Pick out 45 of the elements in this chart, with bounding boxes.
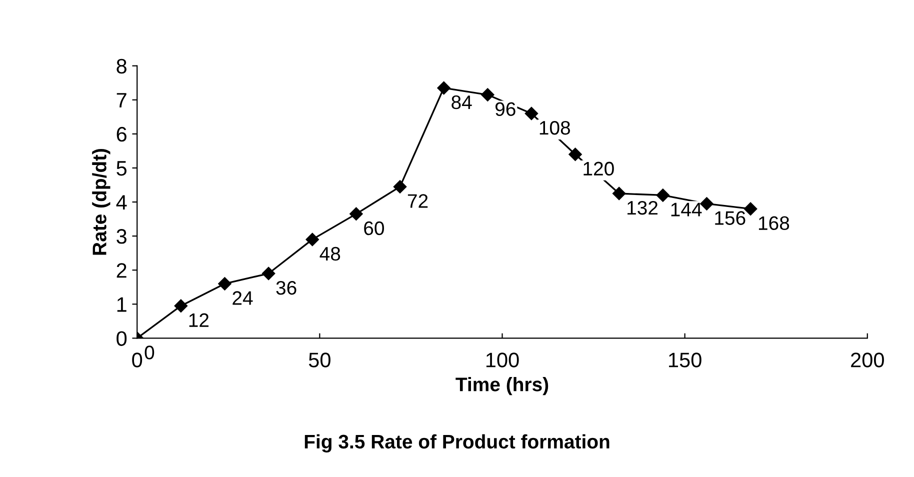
- point: [700, 197, 714, 210]
- y-tick-label: 4: [116, 195, 127, 210]
- annotation: 72: [408, 194, 428, 208]
- annotation: 168: [758, 216, 790, 230]
- x-tick-label: 150: [669, 352, 702, 368]
- annotation: 24: [232, 291, 253, 305]
- x-tick-label: 100: [486, 352, 519, 368]
- x-tick-label: 200: [851, 352, 884, 368]
- y-tick-label: 0: [116, 331, 127, 346]
- y-tick-label: 7: [116, 93, 126, 108]
- annotation: 36: [276, 280, 296, 295]
- y-axis-title: Rate (dp/dt): [92, 148, 110, 255]
- y-tick-label: 6: [116, 126, 126, 142]
- y-tick-label: 1: [117, 297, 126, 312]
- y-tick-label: 2: [116, 263, 126, 278]
- point: [612, 186, 626, 200]
- x-tick-label: 0: [132, 352, 142, 368]
- text: Fig 3.5 Rate of Product formation: [304, 434, 610, 452]
- annotation: 156: [715, 211, 746, 225]
- annotation: 12: [189, 313, 209, 327]
- point: [306, 232, 319, 246]
- point: [568, 148, 582, 161]
- point: [656, 188, 670, 202]
- point: [437, 81, 450, 95]
- y-tick-label: 8: [116, 58, 126, 74]
- annotation: 48: [320, 246, 340, 261]
- point: [262, 266, 276, 280]
- annotation: 84: [452, 95, 472, 110]
- y-tick-label: 5: [116, 161, 127, 176]
- x-tick-label: 50: [308, 352, 330, 368]
- point: [218, 277, 232, 290]
- annotation: 120: [584, 162, 614, 176]
- point: [174, 299, 188, 312]
- point: [393, 180, 407, 194]
- annotation: 60: [364, 221, 384, 236]
- y-tick-label: 3: [116, 229, 126, 244]
- annotation: 108: [540, 120, 570, 135]
- point: [350, 207, 363, 221]
- point: [481, 88, 494, 102]
- annotation: 132: [628, 200, 658, 215]
- annotation: 144: [671, 202, 702, 216]
- x-axis-title: Time (hrs): [456, 377, 548, 396]
- point: [524, 106, 538, 120]
- point: [744, 202, 758, 216]
- annotation: 96: [495, 102, 516, 116]
